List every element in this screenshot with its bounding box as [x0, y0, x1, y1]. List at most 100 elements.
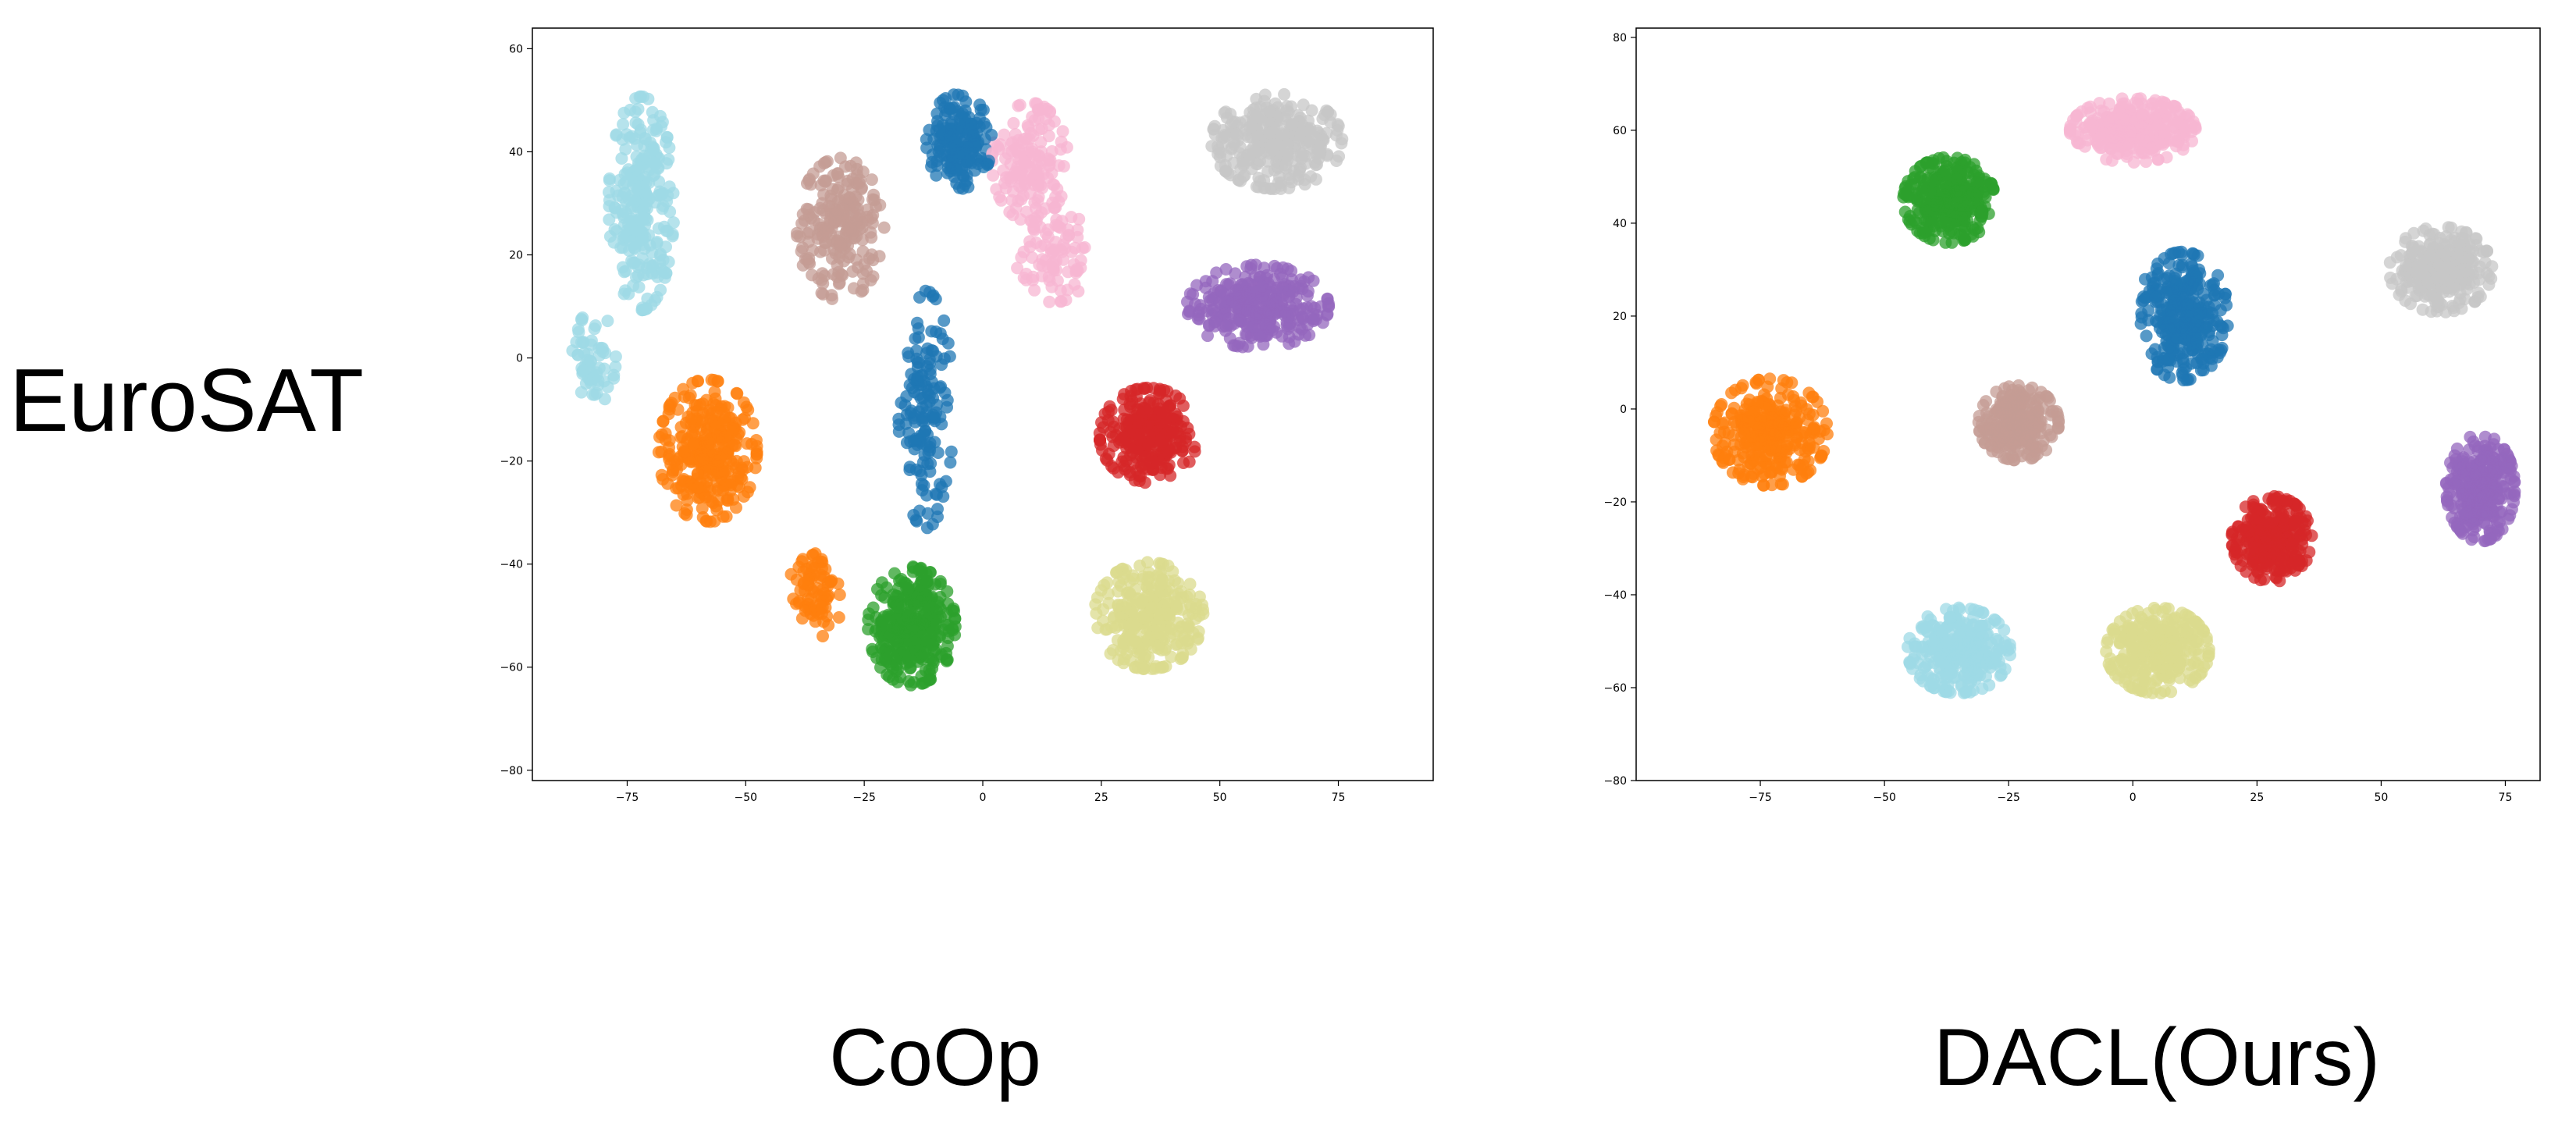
scatter-point [908, 372, 921, 386]
scatter-point [663, 450, 675, 463]
scatter-point [646, 246, 659, 259]
scatter-point [1175, 636, 1188, 649]
scatter-point [833, 251, 846, 264]
scatter-point [1332, 150, 1346, 163]
scatter-point [1045, 280, 1059, 293]
scatter-point [647, 143, 660, 156]
scatter-point [1182, 308, 1194, 321]
scatter-point [792, 560, 806, 574]
scatter-point [930, 617, 943, 631]
scatter-point [1283, 181, 1296, 194]
scatter-point [875, 576, 888, 589]
scatter-point [1123, 575, 1137, 589]
scatter-point [1136, 406, 1149, 419]
scatter-point [1309, 173, 1322, 186]
scatter-point [2416, 303, 2429, 316]
scatter-point [1219, 263, 1233, 276]
scatter-point [592, 349, 606, 362]
scatter-point [720, 510, 733, 523]
scatter-point [646, 260, 659, 273]
scatter-point [681, 448, 695, 461]
scatter-point [906, 565, 920, 578]
scatter-point [601, 315, 614, 328]
scatter-point [642, 92, 655, 105]
scatter-point [1152, 402, 1165, 415]
scatter-point [610, 225, 623, 238]
scatter-point [917, 478, 930, 492]
scatter-point [1090, 606, 1103, 620]
scatter-point [1241, 340, 1254, 353]
scatter-point [619, 187, 632, 200]
y-tick-label: 0 [516, 353, 523, 365]
scatter-point [850, 253, 863, 266]
scatter-point [802, 577, 815, 590]
scatter-point [1056, 125, 1069, 138]
scatter-point [686, 376, 699, 389]
scatter-point [1104, 647, 1117, 660]
scatter-point [1247, 293, 1260, 306]
scatter-point [817, 630, 829, 642]
scatter-point [1264, 141, 1277, 155]
scatter-point [1151, 627, 1164, 640]
scatter-point [1052, 159, 1066, 173]
scatter-point [660, 195, 674, 208]
scatter-point [1314, 140, 1327, 153]
scatter-point [831, 271, 844, 283]
scatter-point [1263, 126, 1276, 140]
scatter-point [740, 437, 753, 450]
scatter-point [1252, 180, 1265, 194]
scatter-point [1170, 603, 1183, 616]
scatter-point [1181, 295, 1194, 308]
scatter-point [1165, 650, 1178, 663]
scatter-point [1301, 285, 1315, 298]
scatter-point [946, 101, 959, 115]
scatter-point [631, 187, 644, 200]
x-tick-label: 25 [1094, 791, 1108, 804]
scatter-point [1117, 619, 1130, 632]
scatter-point [1227, 339, 1240, 352]
scatter-point [941, 400, 953, 414]
scatter-point [651, 270, 664, 283]
scatter-point [1027, 222, 1041, 236]
scatter-point [1295, 152, 1308, 165]
scatter-point [941, 585, 954, 598]
scatter-point [991, 140, 1004, 153]
scatter-point [820, 237, 832, 249]
scatter-point [592, 361, 606, 375]
scatter-point [904, 678, 917, 692]
scatter-point [926, 155, 938, 169]
scatter-point [874, 640, 888, 653]
x-tick-label: 0 [980, 791, 987, 804]
scatter-point [853, 173, 866, 187]
scatter-point [617, 287, 631, 301]
scatter-point [1219, 165, 1233, 178]
scatter-point [660, 240, 672, 254]
row-label: EuroSAT [9, 351, 364, 450]
scatter-point [977, 117, 991, 130]
scatter-point [819, 563, 832, 576]
scatter-point [603, 186, 615, 199]
scatter-point [846, 227, 859, 240]
scatter-point [639, 302, 653, 315]
scatter-point [923, 395, 936, 408]
scatter-point [1280, 100, 1293, 113]
scatter-point [1072, 285, 1085, 298]
scatter-point [806, 560, 819, 573]
scatter-point [982, 155, 995, 168]
x-tick-label: −75 [616, 791, 639, 804]
scatter-point [895, 397, 908, 409]
scatter-point [1065, 211, 1078, 224]
scatter-point [1099, 623, 1112, 636]
scatter-point [865, 231, 878, 244]
scatter-point [1012, 143, 1026, 156]
scatter-point [1008, 168, 1021, 181]
scatter-point [913, 356, 926, 369]
scatter-point [639, 133, 652, 146]
scatter-point [1011, 261, 1024, 275]
scatter-point [927, 289, 940, 302]
scatter-point [1059, 293, 1073, 307]
scatter-point [699, 428, 712, 441]
scatter-point [2140, 329, 2153, 343]
scatter-point [712, 494, 725, 507]
scatter-point [1278, 87, 1291, 101]
